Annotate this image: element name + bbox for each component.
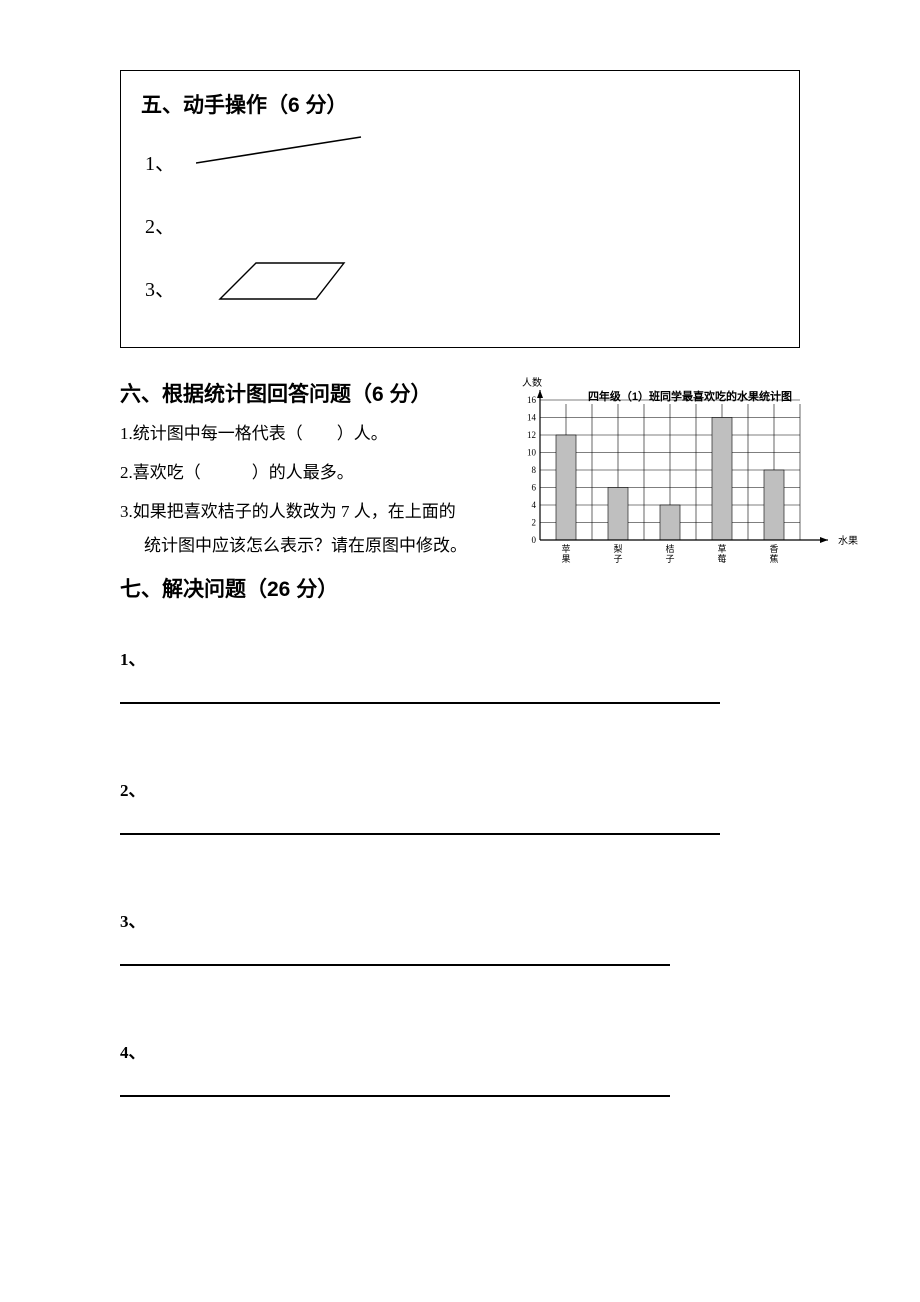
section-7: 七、解决问题（26 分） 1、 2、 3、 4、 xyxy=(120,573,800,1097)
solve-item-3: 3、 xyxy=(120,907,800,966)
section-7-title: 七、解决问题（26 分） xyxy=(120,573,800,603)
section-6: 六、根据统计图回答问题（6 分） 1.统计图中每一格代表（ ）人。 2.喜欢吃（… xyxy=(120,378,800,559)
svg-text:10: 10 xyxy=(527,448,537,458)
section-5-box: 五、动手操作（6 分） 1、 2、 3、 xyxy=(120,70,800,348)
svg-text:子: 子 xyxy=(665,554,674,564)
svg-text:0: 0 xyxy=(532,535,537,545)
shape-3 xyxy=(196,257,366,317)
solve-item-2: 2、 xyxy=(120,776,800,835)
solve-label: 4、 xyxy=(120,1038,800,1063)
svg-text:桔: 桔 xyxy=(665,543,674,554)
bar-chart: 人数四年级（1）班同学最喜欢吃的水果统计图0246810121416苹果梨子桔子… xyxy=(500,372,860,572)
q6-1: 1.统计图中每一格代表（ ）人。 xyxy=(120,420,500,447)
svg-text:8: 8 xyxy=(532,465,537,475)
solve-item-4: 4、 xyxy=(120,1038,800,1097)
solve-label: 1、 xyxy=(120,645,800,670)
drawing-row-2: 2、 xyxy=(141,197,779,251)
solve-item-1: 1、 xyxy=(120,645,800,704)
section-6-text: 六、根据统计图回答问题（6 分） 1.统计图中每一格代表（ ）人。 2.喜欢吃（… xyxy=(120,378,500,559)
svg-text:14: 14 xyxy=(527,413,537,423)
q6-3-line1: 3.如果把喜欢桔子的人数改为 7 人，在上面的 xyxy=(120,502,456,521)
item-label-3: 3、 xyxy=(141,273,196,302)
svg-text:香: 香 xyxy=(769,544,778,554)
q6-1-blank[interactable] xyxy=(303,424,337,443)
section-6-title: 六、根据统计图回答问题（6 分） xyxy=(120,378,500,408)
svg-text:莓: 莓 xyxy=(717,553,726,564)
q6-3: 3.如果把喜欢桔子的人数改为 7 人，在上面的 xyxy=(120,498,500,525)
svg-text:16: 16 xyxy=(527,395,537,405)
svg-text:果: 果 xyxy=(561,554,570,564)
q6-1-suffix: ）人。 xyxy=(337,424,388,443)
section-5-title: 五、动手操作（6 分） xyxy=(141,89,779,119)
svg-text:人数: 人数 xyxy=(522,376,542,389)
svg-text:2: 2 xyxy=(532,518,537,528)
q6-2: 2.喜欢吃（ ）的人最多。 xyxy=(120,459,500,486)
q6-3b: 统计图中应该怎么表示？请在原图中修改。 xyxy=(120,532,500,559)
svg-text:四年级（1）班同学最喜欢吃的水果统计图: 四年级（1）班同学最喜欢吃的水果统计图 xyxy=(588,389,792,403)
answer-line[interactable] xyxy=(120,1069,670,1097)
item-label-2: 2、 xyxy=(141,210,196,239)
q6-3-line2: 统计图中应该怎么表示？请在原图中修改。 xyxy=(144,536,467,555)
solve-label: 3、 xyxy=(120,907,800,932)
solve-label: 2、 xyxy=(120,776,800,801)
q6-2-suffix: ）的人最多。 xyxy=(252,463,354,482)
drawing-row-3: 3、 xyxy=(141,257,779,317)
answer-line[interactable] xyxy=(120,938,670,966)
svg-text:苹: 苹 xyxy=(561,543,570,554)
shape-1 xyxy=(196,131,376,191)
answer-line[interactable] xyxy=(120,807,720,835)
svg-text:4: 4 xyxy=(532,500,537,510)
svg-text:梨: 梨 xyxy=(613,543,622,554)
svg-text:草: 草 xyxy=(717,543,726,554)
q6-1-prefix: 1.统计图中每一格代表（ xyxy=(120,424,303,443)
svg-text:12: 12 xyxy=(527,430,536,440)
q6-2-prefix: 2.喜欢吃（ xyxy=(120,463,201,482)
drawing-row-1: 1、 xyxy=(141,131,779,191)
item-label-1: 1、 xyxy=(141,147,196,176)
svg-text:子: 子 xyxy=(613,554,622,564)
svg-text:蕉: 蕉 xyxy=(769,553,778,564)
svg-text:6: 6 xyxy=(532,483,537,493)
svg-text:水果: 水果 xyxy=(838,535,858,547)
answer-line[interactable] xyxy=(120,676,720,704)
q6-2-blank[interactable] xyxy=(201,463,252,482)
